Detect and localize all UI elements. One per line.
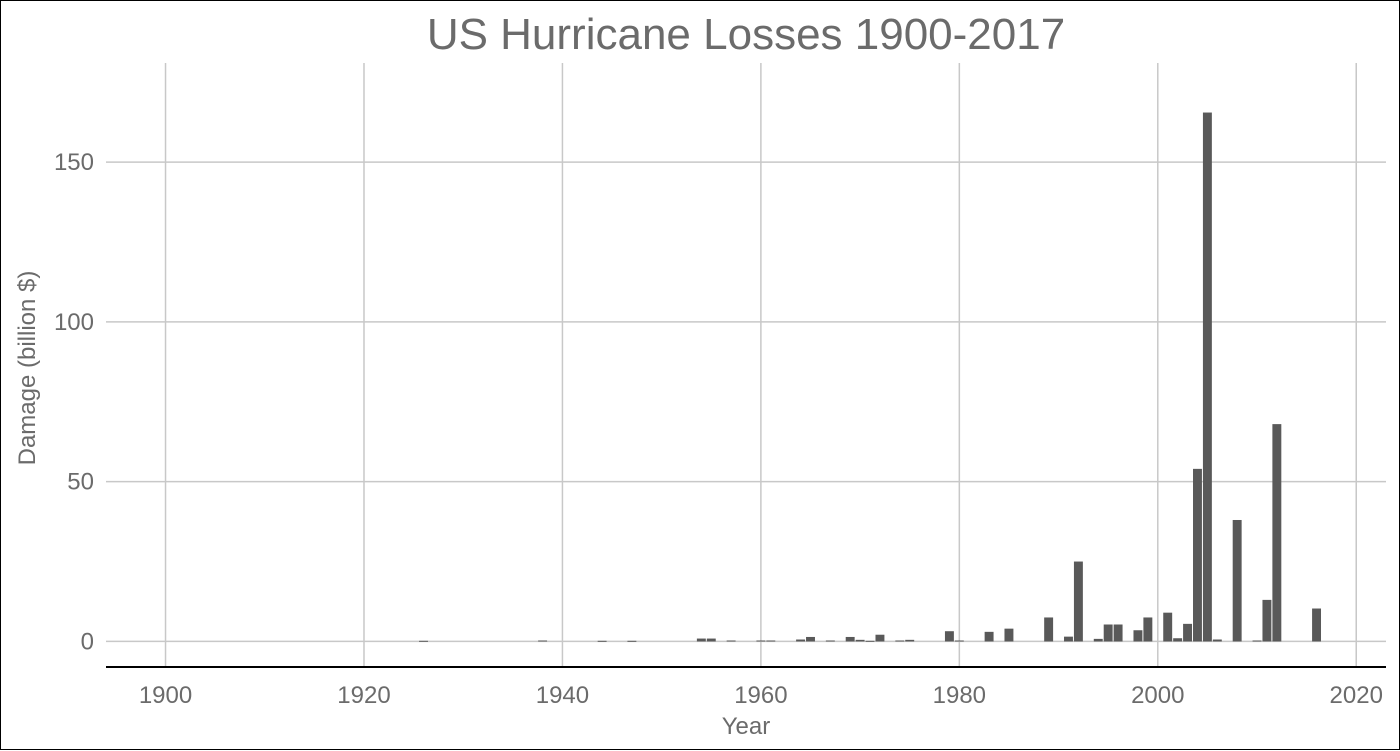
bar-2004 <box>1193 468 1202 642</box>
bar-1961 <box>766 640 776 642</box>
bar-1947 <box>627 640 637 642</box>
bar-1979 <box>944 631 954 642</box>
x-tick-label: 1980 <box>933 682 986 709</box>
bar-2001 <box>1163 612 1173 642</box>
y-tick-label: 50 <box>67 469 94 496</box>
bar-1985 <box>1004 628 1014 642</box>
bar-2006 <box>1212 639 1222 642</box>
bar-2011 <box>1262 599 1272 642</box>
x-tick-label: 1900 <box>139 682 192 709</box>
y-tick-label: 0 <box>81 628 94 655</box>
bar-1994 <box>1093 638 1103 642</box>
grid-layer <box>106 63 1386 667</box>
bar-1971 <box>865 640 875 642</box>
bar-1954 <box>696 638 706 642</box>
chart-title: US Hurricane Losses 1900-2017 <box>427 10 1065 59</box>
bar-1999 <box>1143 617 1153 642</box>
y-tick-labels: 0 50 100 150 <box>54 149 94 655</box>
bar-1974 <box>895 640 905 642</box>
bar-2005 <box>1202 112 1212 642</box>
bar-layer <box>419 112 1322 642</box>
y-axis-label: Damage (billion $) <box>14 271 41 466</box>
bar-1938 <box>538 640 548 642</box>
bar-2010 <box>1252 640 1262 642</box>
bar-1972 <box>875 634 885 642</box>
bar-2008 <box>1232 519 1242 642</box>
bar-1991 <box>1064 636 1073 642</box>
x-tick-label: 1920 <box>337 682 390 709</box>
x-tick-labels: 1900 1920 1940 1960 1980 2000 2020 <box>139 682 1383 709</box>
bar-1983 <box>984 631 994 642</box>
x-tick-label: 1960 <box>734 682 787 709</box>
bar-1992 <box>1073 561 1083 642</box>
bar-1980 <box>954 640 964 642</box>
bar-1969 <box>845 636 855 642</box>
bar-2003 <box>1183 623 1193 642</box>
bar-1967 <box>825 640 835 642</box>
y-tick-label: 100 <box>54 309 94 336</box>
bar-1970 <box>855 639 865 642</box>
bar-1960 <box>756 640 766 642</box>
bar-1989 <box>1044 617 1054 642</box>
x-axis-label: Year <box>722 713 771 740</box>
bar-1965 <box>806 636 815 642</box>
bar-1998 <box>1133 630 1143 642</box>
x-tick-label: 2000 <box>1131 682 1184 709</box>
x-tick-label: 1940 <box>536 682 589 709</box>
bar-1995 <box>1103 624 1113 642</box>
bar-1955 <box>706 638 716 642</box>
bar-1944 <box>597 640 607 642</box>
bar-1926 <box>419 640 428 642</box>
bar-1996 <box>1113 624 1123 642</box>
bar-1975 <box>905 639 915 642</box>
x-tick-label: 2020 <box>1330 682 1383 709</box>
bar-2016 <box>1312 608 1322 642</box>
y-tick-label: 150 <box>54 149 94 176</box>
bar-2002 <box>1173 638 1183 642</box>
bar-2012 <box>1272 424 1282 642</box>
bar-1957 <box>726 640 736 642</box>
bar-1964 <box>796 639 806 642</box>
